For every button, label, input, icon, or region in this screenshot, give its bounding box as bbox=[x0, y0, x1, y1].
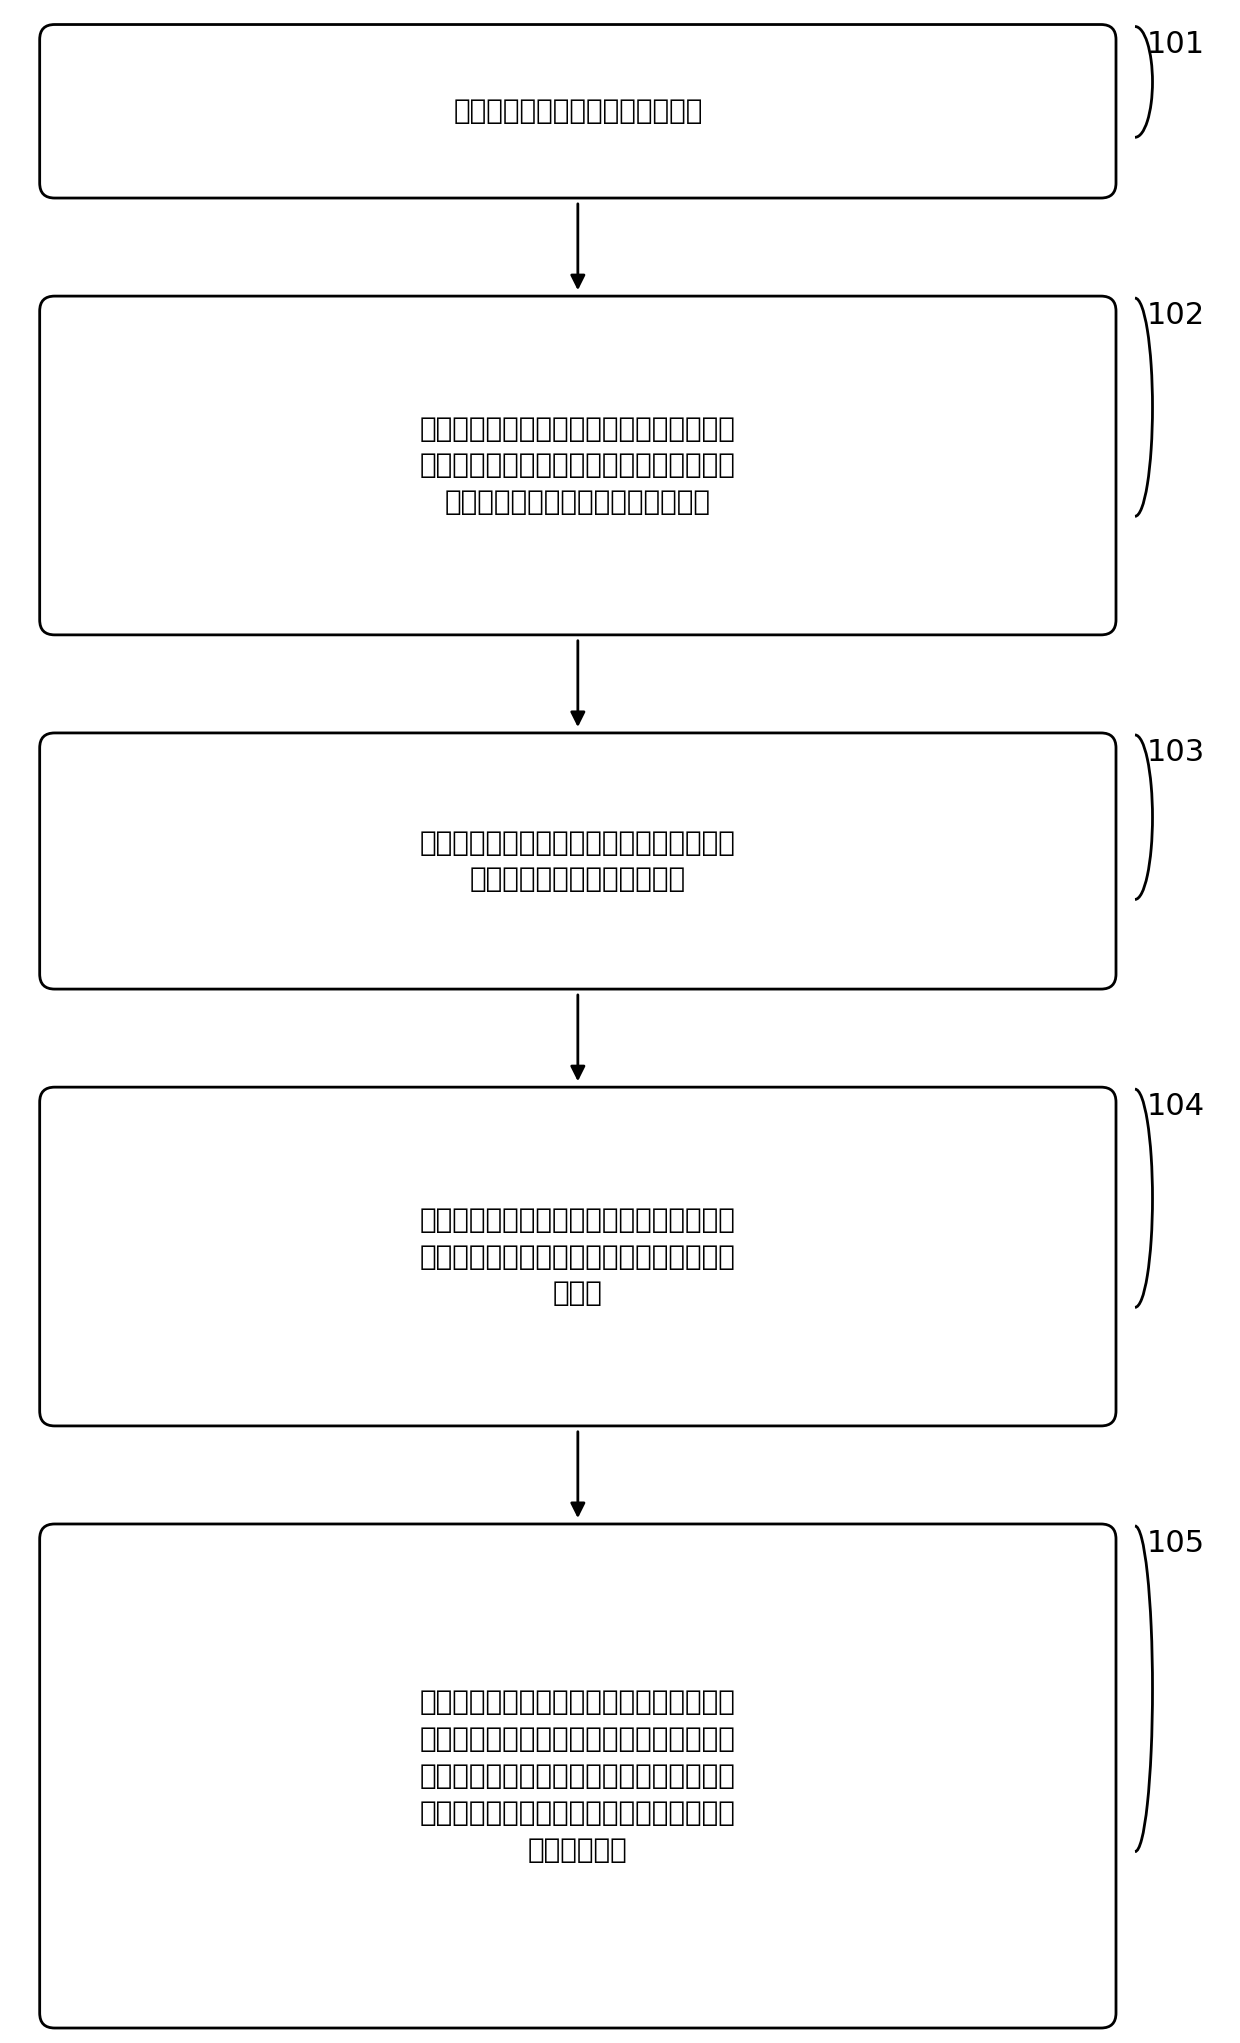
Text: 101: 101 bbox=[1147, 29, 1205, 59]
Text: 对所述初始状态试样和所述测试试样进行几
何参数测量测试，计算所述测试试样的体积
变形率: 对所述初始状态试样和所述测试试样进行几 何参数测量测试，计算所述测试试样的体积 … bbox=[420, 1205, 735, 1308]
Text: 105: 105 bbox=[1147, 1528, 1205, 1559]
Text: 104: 104 bbox=[1147, 1093, 1205, 1122]
Text: 在所述成型试样的基础上依据所述评价方案
制备初始状态试样和测试试样: 在所述成型试样的基础上依据所述评价方案 制备初始状态试样和测试试样 bbox=[420, 829, 735, 893]
FancyBboxPatch shape bbox=[40, 1524, 1116, 2029]
Text: 确定季冻区路基土材料的评价方案: 确定季冻区路基土材料的评价方案 bbox=[453, 98, 703, 125]
Text: 102: 102 bbox=[1147, 300, 1205, 331]
FancyBboxPatch shape bbox=[40, 733, 1116, 989]
Text: 103: 103 bbox=[1147, 738, 1205, 766]
FancyBboxPatch shape bbox=[40, 25, 1116, 198]
FancyBboxPatch shape bbox=[40, 296, 1116, 635]
Text: 对所述测试试样进行高度修正，并将修正后
的测试试样和所述初始状态试样依次放置在
超声波测试仪上进行超声波波速测试，获取
所述测试试样的纵波波速和所述初始状态试
: 对所述测试试样进行高度修正，并将修正后 的测试试样和所述初始状态试样依次放置在 … bbox=[420, 1688, 735, 1863]
Text: 确定路基土的最佳含水率以及最大干密度，
并依据所述最佳含水率、最大干密度以及工
程实际中的压实度要求制备成型试样: 确定路基土的最佳含水率以及最大干密度， 并依据所述最佳含水率、最大干密度以及工 … bbox=[420, 415, 735, 517]
FancyBboxPatch shape bbox=[40, 1087, 1116, 1426]
